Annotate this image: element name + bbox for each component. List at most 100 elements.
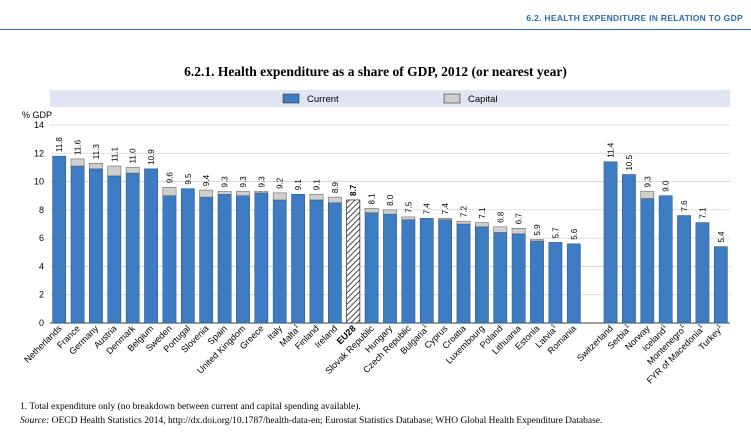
bar-current-lithuania — [511, 233, 526, 324]
value-label-hungary: 8.0 — [386, 194, 395, 206]
footnote-mark: 1 — [624, 323, 631, 330]
bar-capital-austria — [107, 165, 122, 177]
bar-current-fyr-of-macedonia — [695, 222, 710, 324]
value-label-fyr-of-macedonia: 7.1 — [698, 207, 707, 219]
bar-capital-slovak-republic — [364, 208, 379, 213]
bar-capital-finland — [309, 194, 324, 201]
bar-current-latvia — [548, 242, 563, 324]
value-label-croatia: 7.2 — [460, 205, 469, 217]
bar-current-greece — [254, 192, 269, 324]
value-label-belgium: 10.9 — [147, 149, 156, 165]
bar-current-portugal — [180, 188, 195, 324]
bar-current-united-kingdom — [236, 195, 250, 324]
bar-current-czech-republic — [401, 219, 416, 324]
bar-current-belgium — [144, 168, 158, 324]
page-header: 6.2. HEALTH EXPENDITURE IN RELATION TO G… — [0, 0, 751, 30]
bar-capital-norway — [640, 191, 655, 199]
footnote-1: 1. Total expenditure only (no breakdown … — [20, 402, 361, 412]
legend-label-capital: Capital — [468, 94, 498, 105]
bar-current-croatia — [456, 223, 471, 324]
source-text: OECD Health Statistics 2014, http://dx.d… — [51, 416, 603, 426]
bar-current-malta — [291, 194, 305, 324]
bar-capital-poland — [493, 226, 508, 233]
bar-capital-sweden — [162, 186, 177, 196]
y-tick-label: 12 — [34, 148, 44, 158]
value-label-denmark: 11.0 — [129, 148, 138, 164]
source-note: Source: OECD Health Statistics 2014, htt… — [20, 416, 602, 426]
bar-current-iceland — [658, 195, 673, 324]
y-tick-label: 6 — [39, 233, 44, 243]
bar-capital-cyprus — [438, 218, 453, 221]
value-label-cyprus: 7.4 — [441, 203, 450, 215]
bar-current-italy — [272, 199, 287, 324]
legend-swatch-current — [282, 93, 300, 104]
bar-current-sweden — [162, 195, 177, 324]
bar-current-serbia — [622, 174, 636, 324]
footnote-mark: 1 — [661, 323, 668, 330]
bar-current-estonia — [530, 240, 544, 324]
source-label: Source: — [20, 416, 50, 426]
bar-capital-denmark — [125, 167, 140, 174]
y-tick-label: 10 — [34, 177, 44, 187]
bar-capital-greece — [254, 191, 269, 194]
bar-current-netherlands — [52, 155, 67, 324]
value-label-netherlands: 11.8 — [55, 137, 64, 153]
value-label-switzerland: 11.4 — [607, 142, 616, 158]
header-rule — [0, 29, 751, 30]
bar-capital-germany — [89, 162, 103, 170]
y-tick-label: 2 — [39, 290, 44, 300]
bar-current-france — [70, 165, 85, 324]
value-label-finland: 9.1 — [312, 179, 321, 191]
bar-capital-czech-republic — [401, 216, 416, 221]
y-tick-label: 14 — [34, 120, 44, 130]
bar-current-ireland — [327, 202, 342, 324]
bar-current-poland — [493, 232, 508, 324]
y-tick-label: 0 — [39, 318, 44, 328]
legend-band — [50, 90, 730, 107]
bar-capital-united-kingdom — [236, 191, 250, 196]
value-label-ireland: 8.9 — [331, 181, 340, 193]
bar-capital-spain — [217, 191, 232, 195]
value-label-norway: 9.3 — [643, 176, 652, 188]
value-label-austria: 11.1 — [110, 146, 119, 162]
footnote-mark: 1 — [716, 323, 723, 330]
value-label-estonia: 5.9 — [533, 224, 542, 236]
value-label-lithuania: 6.7 — [515, 213, 524, 225]
bar-current-luxembourg — [475, 226, 489, 324]
value-label-montenegro: 7.6 — [680, 200, 689, 212]
footnote-mark: 1 — [422, 323, 429, 330]
bar-capital-ireland — [327, 196, 342, 204]
y-tick-label: 4 — [39, 261, 44, 271]
footnote-mark: 1 — [550, 323, 557, 330]
bar-capital-estonia — [530, 239, 544, 242]
bar-current-romania — [566, 243, 581, 324]
bar-current-slovak-republic — [364, 212, 379, 324]
value-label-italy: 9.2 — [276, 177, 285, 189]
bar-current-finland — [309, 199, 324, 324]
bar-capital-luxembourg — [475, 222, 489, 228]
bar-current-norway — [640, 198, 655, 324]
bar-capital-italy — [272, 192, 287, 201]
legend-label-current: Current — [307, 94, 339, 105]
bar-current-hungary — [383, 213, 397, 324]
bar-capital-hungary — [383, 209, 397, 215]
bar-capital-croatia — [456, 220, 471, 225]
bar-current-austria — [107, 175, 122, 324]
value-label-poland: 6.8 — [496, 211, 505, 223]
value-label-greece: 9.3 — [257, 176, 266, 188]
bar-current-bulgaria — [419, 218, 434, 324]
bar-current-slovenia — [199, 196, 214, 324]
value-label-serbia: 10.5 — [625, 154, 634, 170]
value-label-portugal: 9.5 — [184, 173, 193, 185]
value-label-slovenia: 9.4 — [202, 174, 211, 186]
value-label-malta: 9.1 — [294, 179, 303, 191]
bar-eu28 — [346, 199, 361, 324]
bar-current-spain — [217, 194, 232, 324]
bar-current-montenegro — [677, 215, 691, 324]
value-label-slovak-republic: 8.1 — [368, 193, 377, 205]
bar-current-germany — [89, 168, 103, 324]
bar-current-cyprus — [438, 219, 453, 324]
y-tick-label: 8 — [39, 205, 44, 215]
value-label-luxembourg: 7.1 — [478, 207, 487, 219]
